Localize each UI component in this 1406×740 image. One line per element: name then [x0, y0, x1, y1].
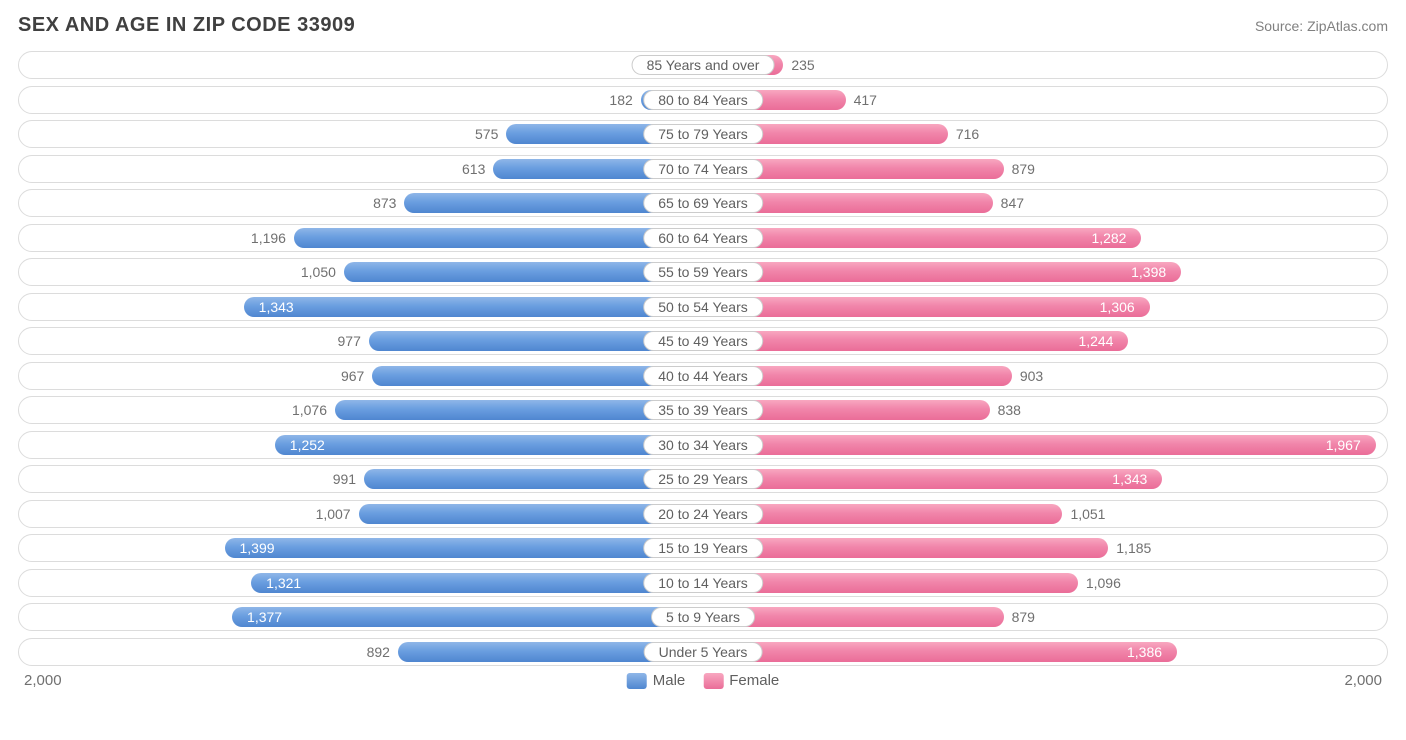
- male-value: 1,076: [292, 397, 327, 423]
- pyramid-row: 575 716 75 to 79 Years: [18, 120, 1388, 148]
- male-value: 1,377: [247, 604, 282, 630]
- male-bar: [294, 228, 703, 248]
- age-category-label: 35 to 39 Years: [643, 400, 763, 420]
- pyramid-row: 1,252 1,967 30 to 34 Years: [18, 431, 1388, 459]
- female-bar: [703, 262, 1181, 282]
- age-category-label: 75 to 79 Years: [643, 124, 763, 144]
- female-swatch-icon: [703, 673, 723, 689]
- age-category-label: 5 to 9 Years: [651, 607, 755, 627]
- male-value: 1,343: [259, 294, 294, 320]
- pyramid-row: 1,399 1,185 15 to 19 Years: [18, 534, 1388, 562]
- pyramid-row: 967 903 40 to 44 Years: [18, 362, 1388, 390]
- female-bar: [703, 469, 1162, 489]
- population-pyramid: 10923585 Years and over18241780 to 84 Ye…: [18, 51, 1388, 666]
- male-bar: [275, 435, 703, 455]
- age-category-label: 50 to 54 Years: [643, 297, 763, 317]
- female-value: 1,244: [1078, 328, 1113, 354]
- female-value: 1,306: [1100, 294, 1135, 320]
- age-category-label: 10 to 14 Years: [643, 573, 763, 593]
- female-value: 1,967: [1326, 432, 1361, 458]
- pyramid-row: 1,321 1,096 10 to 14 Years: [18, 569, 1388, 597]
- female-value: 903: [1020, 363, 1043, 389]
- female-bar: [703, 228, 1141, 248]
- pyramid-row: 613 879 70 to 74 Years: [18, 155, 1388, 183]
- pyramid-row: 10923585 Years and over: [18, 51, 1388, 79]
- female-value: 847: [1001, 190, 1024, 216]
- male-value: 873: [373, 190, 396, 216]
- age-category-label: 20 to 24 Years: [643, 504, 763, 524]
- age-category-label: 25 to 29 Years: [643, 469, 763, 489]
- age-category-label: 15 to 19 Years: [643, 538, 763, 558]
- female-bar: [703, 642, 1177, 662]
- female-value: 235: [791, 52, 814, 78]
- age-category-label: 70 to 74 Years: [643, 159, 763, 179]
- chart-footer: 2,000 Male Female 2,000: [18, 672, 1388, 700]
- axis-label-left: 2,000: [24, 672, 62, 689]
- male-swatch-icon: [627, 673, 647, 689]
- female-value: 1,398: [1131, 259, 1166, 285]
- age-category-label: 40 to 44 Years: [643, 366, 763, 386]
- female-value: 716: [956, 121, 979, 147]
- pyramid-row: 1,076 838 35 to 39 Years: [18, 396, 1388, 424]
- female-value: 1,386: [1127, 639, 1162, 665]
- female-value: 879: [1012, 156, 1035, 182]
- male-value: 613: [462, 156, 485, 182]
- pyramid-row: 892 1,386 Under 5 Years: [18, 638, 1388, 666]
- male-value: 575: [475, 121, 498, 147]
- legend-female: Female: [703, 672, 779, 689]
- axis-label-right: 2,000: [1344, 672, 1382, 689]
- pyramid-row: 1,343 1,306 50 to 54 Years: [18, 293, 1388, 321]
- female-bar: [703, 435, 1376, 455]
- female-value: 1,343: [1112, 466, 1147, 492]
- female-bar: [703, 297, 1150, 317]
- pyramid-row: 1,050 1,398 55 to 59 Years: [18, 258, 1388, 286]
- male-value: 977: [338, 328, 361, 354]
- male-value: 1,399: [240, 535, 275, 561]
- age-category-label: 85 Years and over: [632, 55, 775, 75]
- legend-female-label: Female: [729, 672, 779, 689]
- male-value: 1,007: [316, 501, 351, 527]
- female-bar: [703, 331, 1128, 351]
- male-value: 967: [341, 363, 364, 389]
- male-value: 1,252: [290, 432, 325, 458]
- male-value: 892: [367, 639, 390, 665]
- female-value: 879: [1012, 604, 1035, 630]
- male-value: 991: [333, 466, 356, 492]
- pyramid-row: 1,007 1,051 20 to 24 Years: [18, 500, 1388, 528]
- pyramid-row: 991 1,343 25 to 29 Years: [18, 465, 1388, 493]
- female-value: 1,051: [1070, 501, 1105, 527]
- male-value: 1,196: [251, 225, 286, 251]
- male-bar: [244, 297, 703, 317]
- age-category-label: 45 to 49 Years: [643, 331, 763, 351]
- pyramid-row: 873 847 65 to 69 Years: [18, 189, 1388, 217]
- male-bar: [225, 538, 703, 558]
- pyramid-row: 977 1,244 45 to 49 Years: [18, 327, 1388, 355]
- legend-male: Male: [627, 672, 686, 689]
- female-value: 1,096: [1086, 570, 1121, 596]
- chart-title: SEX AND AGE IN ZIP CODE 33909: [18, 14, 355, 37]
- male-value: 1,321: [266, 570, 301, 596]
- legend-male-label: Male: [653, 672, 686, 689]
- pyramid-row: 182 417 80 to 84 Years: [18, 86, 1388, 114]
- female-value: 417: [854, 87, 877, 113]
- pyramid-row: 1,196 1,282 60 to 64 Years: [18, 224, 1388, 252]
- male-value: 182: [609, 87, 632, 113]
- age-category-label: 55 to 59 Years: [643, 262, 763, 282]
- pyramid-row: 1,377 879 5 to 9 Years: [18, 603, 1388, 631]
- female-value: 838: [998, 397, 1021, 423]
- male-bar: [232, 607, 703, 627]
- female-value: 1,185: [1116, 535, 1151, 561]
- age-category-label: 65 to 69 Years: [643, 193, 763, 213]
- age-category-label: Under 5 Years: [644, 642, 763, 662]
- male-bar: [251, 573, 703, 593]
- age-category-label: 80 to 84 Years: [643, 90, 763, 110]
- chart-header: SEX AND AGE IN ZIP CODE 33909 Source: Zi…: [18, 14, 1388, 37]
- female-value: 1,282: [1091, 225, 1126, 251]
- female-bar: [703, 538, 1108, 558]
- chart-source: Source: ZipAtlas.com: [1255, 18, 1388, 34]
- legend: Male Female: [627, 672, 780, 689]
- age-category-label: 30 to 34 Years: [643, 435, 763, 455]
- male-value: 1,050: [301, 259, 336, 285]
- age-category-label: 60 to 64 Years: [643, 228, 763, 248]
